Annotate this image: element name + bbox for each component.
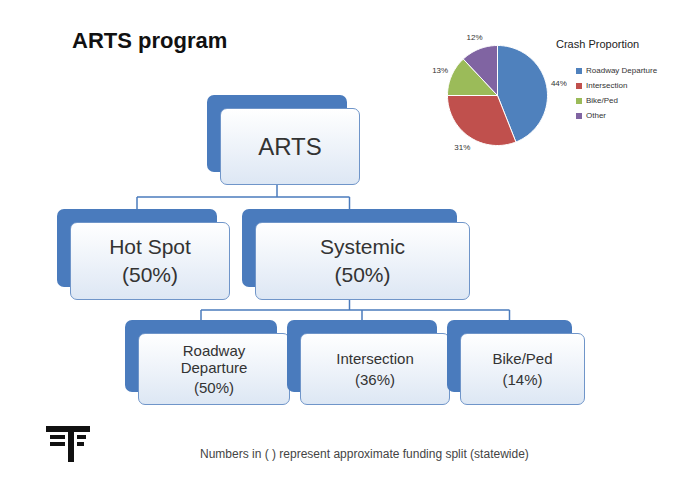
html-text:(14%): (14%) (502, 370, 543, 388)
html-text:Intersection: Intersection (586, 81, 628, 90)
html-text:Hot Spot: Hot Spot (109, 235, 191, 259)
html-text:Intersection: Intersection (336, 350, 414, 368)
html-text:(50%): (50%) (194, 379, 234, 397)
svg-text:13%: 13% (432, 66, 448, 75)
html-text:(50%): (50%) (334, 262, 391, 286)
svg-text:12%: 12% (466, 33, 482, 42)
html-text:Roadway Departure: Roadway Departure (180, 341, 248, 376)
html-text:Numbers in ( ) represent appro: Numbers in ( ) represent approximate fun… (200, 447, 529, 461)
html-text:Roadway Departure: Roadway Departure (586, 66, 658, 75)
html-text:ARTS: ARTS (258, 132, 322, 160)
svg-text:44%: 44% (551, 79, 567, 88)
html-text:Bike/Ped: Bike/Ped (586, 96, 618, 105)
html-text:(36%): (36%) (355, 370, 395, 388)
html-text:Crash Proportion: Crash Proportion (556, 38, 640, 50)
html-text:Systemic: Systemic (319, 235, 406, 259)
html-text:Bike/Ped: Bike/Ped (492, 350, 553, 368)
html-text:Other: Other (586, 111, 606, 120)
svg-text:31%: 31% (454, 143, 470, 152)
html-text:(50%): (50%) (122, 262, 178, 286)
html-text:ARTS program: ARTS program (72, 28, 228, 53)
